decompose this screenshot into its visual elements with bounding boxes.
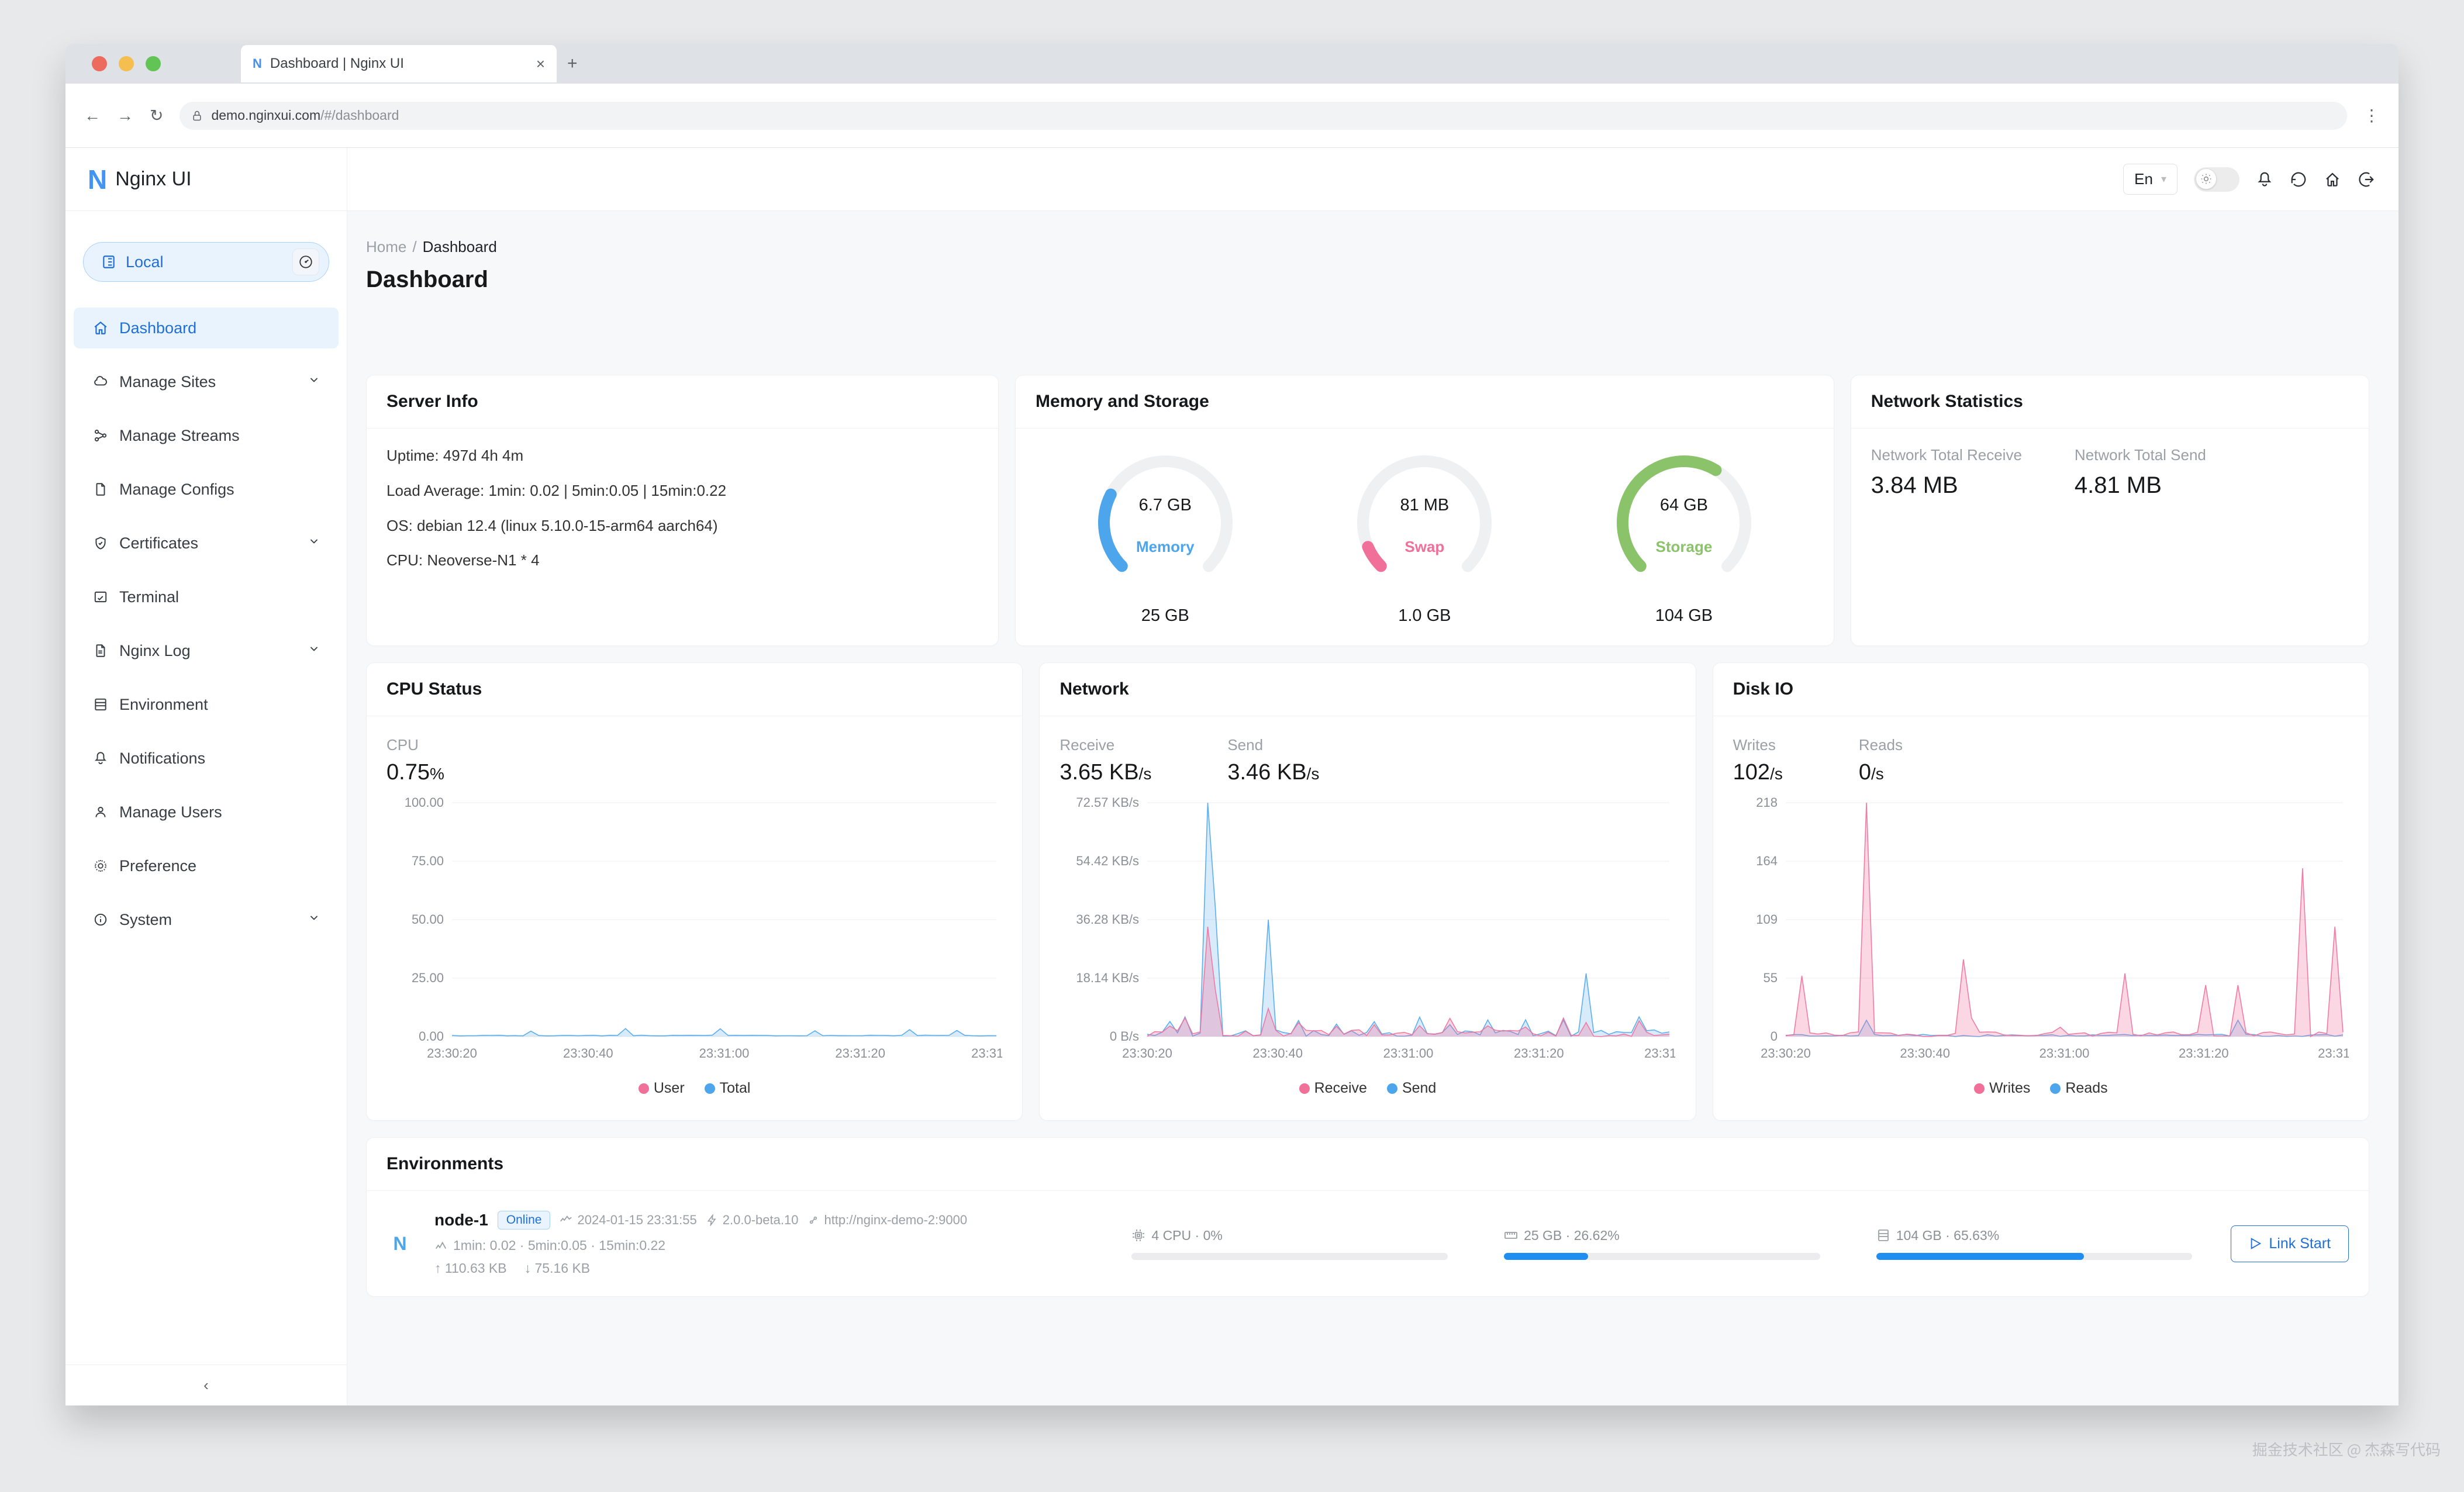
svg-text:23:30:40: 23:30:40	[1253, 1046, 1303, 1061]
svg-text:218: 218	[1756, 797, 1778, 810]
svg-text:23:31:40: 23:31:40	[2318, 1046, 2349, 1061]
svg-text:23:30:20: 23:30:20	[1761, 1046, 1811, 1061]
svg-text:50.00: 50.00	[412, 912, 444, 927]
svg-text:23:30:40: 23:30:40	[563, 1046, 613, 1061]
svg-text:23:31:00: 23:31:00	[699, 1046, 750, 1061]
svg-text:23:31:00: 23:31:00	[1383, 1046, 1434, 1061]
svg-text:25.00: 25.00	[412, 971, 444, 985]
svg-text:23:31:00: 23:31:00	[2039, 1046, 2089, 1061]
svg-text:23:31:20: 23:31:20	[1514, 1046, 1564, 1061]
svg-text:0: 0	[1770, 1029, 1777, 1044]
svg-text:23:31:20: 23:31:20	[2179, 1046, 2229, 1061]
svg-text:23:31:40: 23:31:40	[1645, 1046, 1676, 1061]
svg-text:23:30:40: 23:30:40	[1900, 1046, 1950, 1061]
svg-text:100.00: 100.00	[405, 797, 444, 810]
svg-text:75.00: 75.00	[412, 854, 444, 868]
svg-text:0.00: 0.00	[419, 1029, 444, 1044]
svg-text:18.14 KB/s: 18.14 KB/s	[1076, 971, 1140, 985]
svg-text:72.57 KB/s: 72.57 KB/s	[1076, 797, 1140, 810]
svg-text:164: 164	[1756, 854, 1778, 868]
svg-text:55: 55	[1763, 971, 1777, 985]
svg-text:36.28 KB/s: 36.28 KB/s	[1076, 912, 1140, 927]
svg-text:109: 109	[1756, 912, 1778, 927]
svg-text:23:30:20: 23:30:20	[427, 1046, 477, 1061]
svg-text:23:31:20: 23:31:20	[835, 1046, 885, 1061]
svg-text:23:30:20: 23:30:20	[1123, 1046, 1173, 1061]
svg-text:54.42 KB/s: 54.42 KB/s	[1076, 854, 1140, 868]
svg-text:23:31:40: 23:31:40	[971, 1046, 1002, 1061]
svg-text:0 B/s: 0 B/s	[1110, 1029, 1139, 1044]
